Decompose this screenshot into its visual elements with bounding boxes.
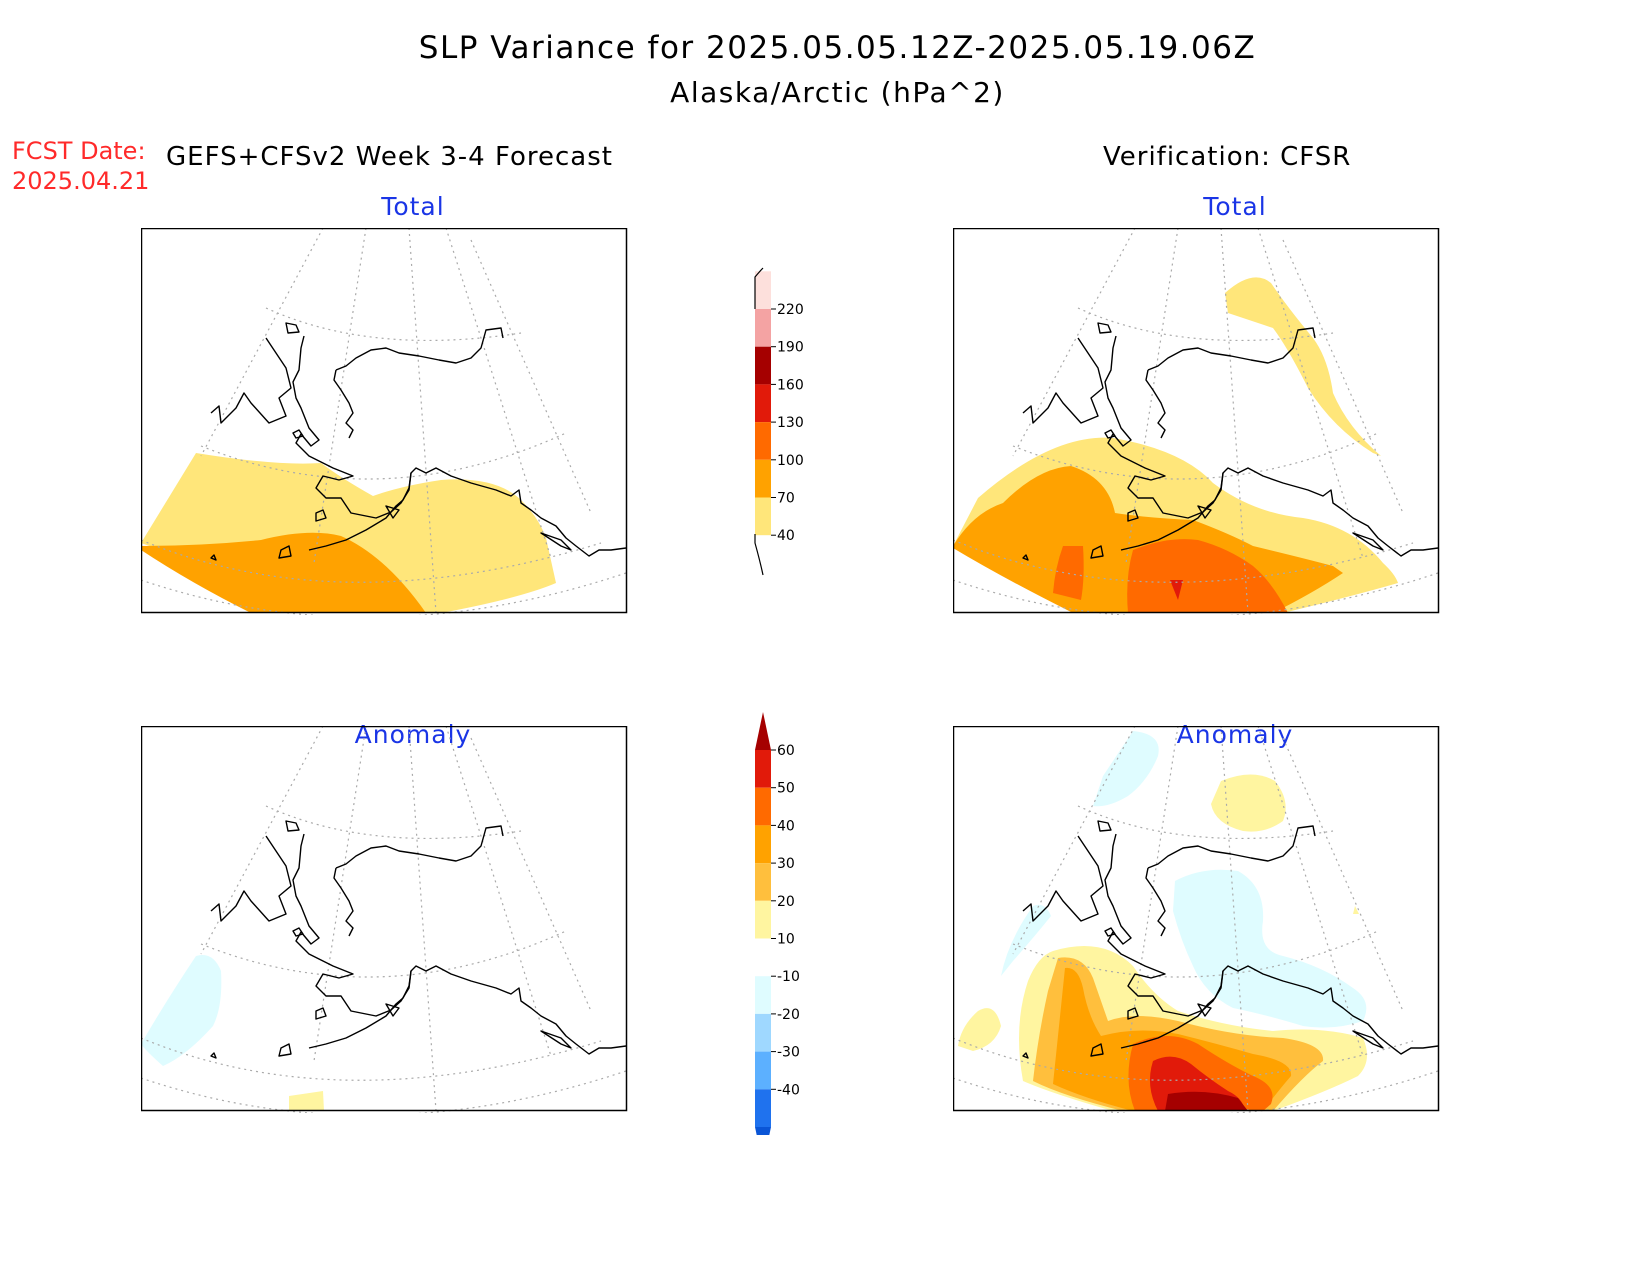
colorbar-total-label: 160	[777, 377, 804, 393]
colorbar-anomaly-label: -20	[777, 1007, 800, 1023]
colorbar-anomaly-label: 20	[777, 894, 795, 910]
verification-total-shade-130-160	[1170, 580, 1183, 600]
chart-subtitle: Alaska/Arctic (hPa^2)	[670, 76, 1005, 109]
verification-anomaly-title: Anomaly	[1176, 720, 1294, 749]
colorbar-total-label: 190	[777, 340, 804, 356]
verification-anomaly-shade-60	[1165, 1091, 1248, 1111]
verification-total-shade-arctic	[1225, 277, 1381, 456]
colorbar-anomaly-swatch	[755, 1051, 771, 1090]
colorbar-total-label: 100	[777, 453, 804, 469]
forecast-total-map	[141, 228, 628, 615]
colorbar-anomaly-label: 60	[777, 743, 795, 759]
fcst-date: FCST Date: 2025.04.21	[12, 136, 149, 196]
forecast-total-shade-70-100	[141, 532, 426, 613]
verification-anomaly-shade-neg10-top	[1093, 731, 1159, 807]
colorbar-anomaly-label: 10	[777, 932, 795, 948]
colorbar-anomaly-swatch	[755, 1089, 771, 1127]
colorbar-anomaly-max-arrow	[755, 712, 771, 750]
chart-title: SLP Variance for 2025.05.05.12Z-2025.05.…	[418, 30, 1257, 66]
verification-header: Verification: CFSR	[1103, 142, 1352, 172]
forecast-total-title: Total	[381, 192, 445, 221]
verification-total-map	[953, 228, 1440, 615]
colorbar-anomaly-label: -10	[777, 969, 800, 985]
colorbar-anomaly-swatch	[755, 938, 771, 977]
forecast-anomaly-title: Anomaly	[354, 720, 472, 749]
colorbar-total-swatch	[755, 422, 771, 460]
forecast-header: GEFS+CFSv2 Week 3-4 Forecast	[166, 142, 613, 172]
verification-anomaly-shade-10-20-sw	[958, 1008, 1001, 1051]
colorbar-anomaly-label: 40	[777, 818, 795, 834]
colorbar-anomaly-swatch	[755, 787, 771, 826]
verification-total-title: Total	[1203, 192, 1267, 221]
colorbar-anomaly: 60 50 40 30 20 10 -10 -20 -30 -40	[755, 712, 800, 1135]
colorbar-total-label: 220	[777, 302, 804, 318]
fcst-date-value: 2025.04.21	[12, 167, 150, 195]
colorbar-total-label: 40	[777, 528, 795, 544]
colorbar-anomaly-label: -30	[777, 1045, 800, 1061]
colorbar-anomaly-label: -40	[777, 1082, 800, 1098]
colorbar-anomaly-label: 50	[777, 781, 795, 797]
colorbar-total-swatch	[755, 497, 771, 536]
colorbar-anomaly-min-arrow	[755, 1127, 771, 1135]
colorbar-anomaly-swatch	[755, 900, 771, 939]
verification-anomaly-shade-neg10-left	[1001, 904, 1051, 976]
colorbar-anomaly-swatch	[755, 750, 771, 788]
colorbar-anomaly-swatch	[755, 825, 771, 864]
verification-total-shade-100-130-b	[1127, 539, 1288, 613]
colorbar-total-swatch	[755, 271, 771, 309]
colorbar-total-swatch	[755, 309, 771, 347]
colorbar-total-label: 70	[777, 491, 795, 507]
verification-anomaly-shade-10-20-east	[1353, 906, 1359, 914]
colorbar-total-swatch	[755, 346, 771, 385]
colorbar-total: 220 190 160 130 100 70 40	[754, 267, 804, 576]
forecast-anomaly-shade-neg10-neg20	[141, 955, 222, 1066]
colorbar-anomaly-swatch	[755, 1013, 771, 1052]
verification-anomaly-map	[953, 726, 1440, 1113]
colorbar-anomaly-label: 30	[777, 856, 795, 872]
fcst-date-label: FCST Date:	[12, 137, 146, 165]
colorbar-total-swatch	[755, 384, 771, 423]
colorbar-anomaly-swatch	[755, 863, 771, 901]
forecast-anomaly-map	[141, 726, 628, 1113]
colorbar-anomaly-swatch	[755, 976, 771, 1014]
colorbar-total-label: 130	[777, 415, 804, 431]
colorbar-total-swatch	[755, 459, 771, 498]
forecast-anomaly-shade-10-20	[289, 1091, 324, 1111]
verification-anomaly-shade-10-20-top	[1211, 774, 1286, 832]
